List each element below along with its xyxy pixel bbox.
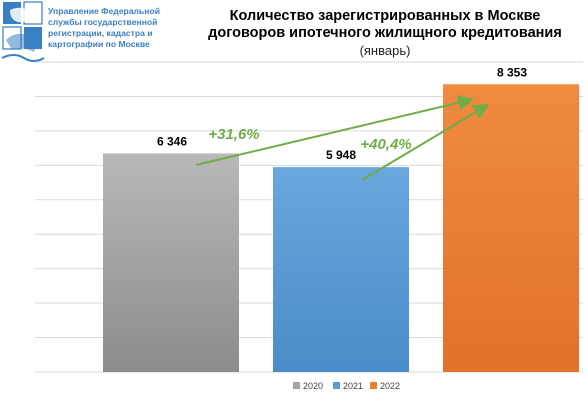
value-label-2020: 6 346 [157, 134, 187, 148]
legend-swatch-2022 [370, 382, 377, 389]
org-name: Управление Федеральной службы государств… [48, 6, 161, 49]
chart-subtitle: (январь) [359, 43, 411, 58]
trend-arrow-2020-2022 [195, 94, 474, 166]
legend-label-2020: 2020 [303, 381, 323, 391]
chart-title-block: Количество зарегистрированных в Москве д… [185, 8, 585, 59]
rosreestr-emblem-icon [1, 1, 45, 62]
growth-label-2021-2022: +40,4% [360, 136, 411, 153]
legend-swatch-2020 [293, 382, 300, 389]
legend-label-2022: 2022 [380, 381, 400, 391]
growth-label-2020-2022: +31,6% [208, 126, 259, 143]
trend-arrow-2021-2022 [361, 103, 490, 181]
chart-title-line-1: Количество зарегистрированных в Москве [229, 8, 541, 24]
chart-title-line-2: договоров ипотечного жилищного кредитова… [208, 25, 562, 41]
value-label-2022: 8 353 [497, 65, 527, 79]
bar-2020 [103, 153, 239, 372]
bar-2021 [273, 167, 409, 372]
org-logo-block: Управление Федеральной службы государств… [0, 0, 175, 72]
legend-label-2021: 2021 [343, 381, 363, 391]
bar-2022 [443, 84, 579, 372]
value-label-2021: 5 948 [326, 148, 356, 162]
legend-swatch-2021 [333, 382, 340, 389]
